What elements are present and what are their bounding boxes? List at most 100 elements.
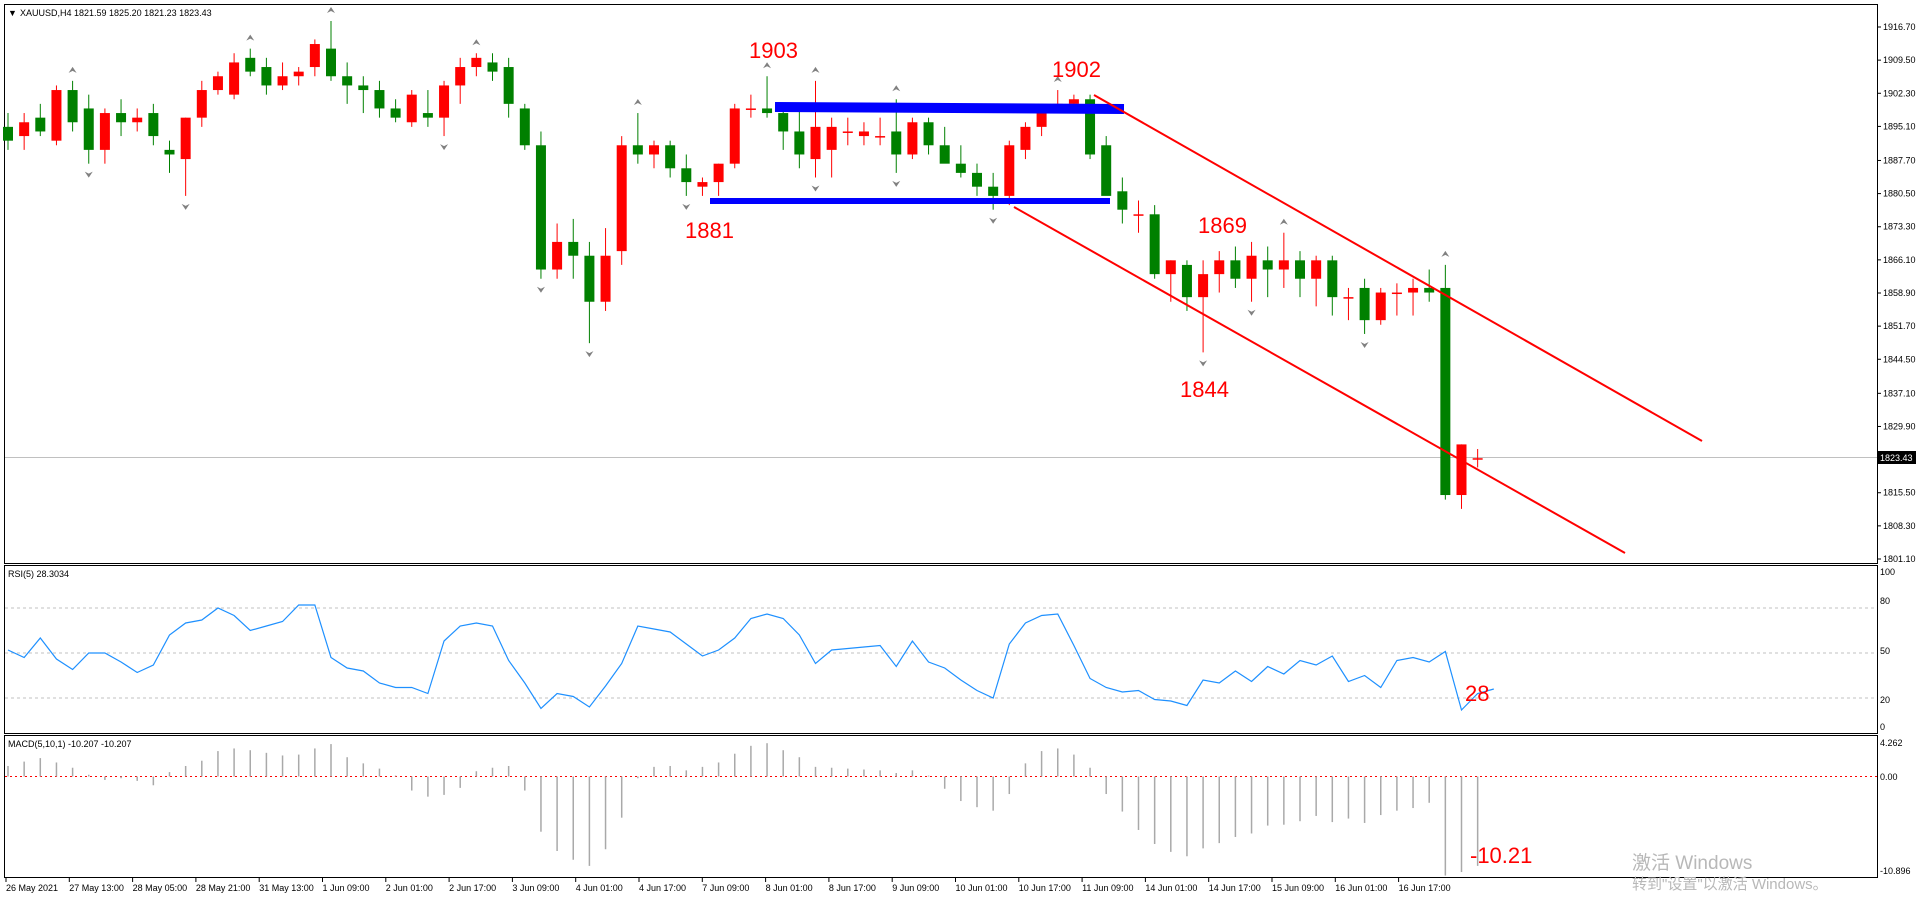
fractal-up-arrow — [327, 7, 335, 14]
macd-axis-bottom: -10.896 — [1880, 866, 1911, 876]
price-tick-label: 1851.70 — [1883, 321, 1916, 331]
fractal-down-arrow — [536, 286, 545, 293]
fractal-down-arrow — [892, 180, 901, 187]
bearish-candle — [794, 131, 805, 155]
bearish-candle — [519, 108, 530, 146]
fractal-down-arrow — [1247, 309, 1256, 316]
bullish-candle — [729, 108, 740, 164]
activation-watermark-subtitle: 转到"设置"以激活 Windows。 — [1632, 876, 1828, 893]
fractal-up-arrow — [811, 66, 820, 73]
bearish-candle — [1440, 287, 1451, 496]
price-tick-label: 1815.50 — [1883, 488, 1916, 498]
bearish-candle — [681, 168, 692, 183]
bullish-candle — [277, 76, 288, 86]
bearish-candle — [535, 145, 546, 270]
fractal-up-arrow — [633, 99, 642, 106]
resistance-zone-line[interactable] — [774, 102, 1125, 114]
macd-histogram — [7, 743, 1479, 876]
time-tick-label: 16 Jun 01:00 — [1335, 883, 1387, 893]
bullish-candle — [649, 145, 659, 155]
channel-upper-line[interactable] — [1093, 94, 1703, 442]
bullish-candle — [1165, 260, 1176, 275]
bullish-candle — [1472, 458, 1483, 460]
bullish-candle — [309, 44, 320, 68]
chevron-down-icon[interactable]: ▼ — [8, 8, 17, 18]
channel-lower-line[interactable] — [1013, 206, 1626, 554]
bullish-candle — [439, 85, 450, 118]
bullish-candle — [1408, 287, 1419, 293]
bullish-candle — [1133, 214, 1144, 216]
bearish-candle — [358, 85, 369, 91]
fractal-down-arrow — [1199, 360, 1208, 367]
bullish-candle — [1020, 126, 1031, 150]
fractal-up-arrow — [892, 85, 901, 92]
bearish-candle — [778, 113, 789, 132]
fractal-down-arrow — [682, 203, 691, 210]
bullish-candle — [1391, 292, 1402, 295]
bearish-candle — [632, 145, 643, 155]
bullish-candle — [745, 108, 756, 110]
price-tick-label: 1880.50 — [1883, 189, 1916, 199]
bullish-candle — [713, 163, 724, 183]
bullish-candle — [1278, 260, 1289, 270]
time-tick-label: 1 Jun 09:00 — [323, 883, 370, 893]
bearish-candle — [245, 57, 256, 72]
price-tick-label: 1837.10 — [1883, 388, 1916, 398]
bearish-candle — [1085, 99, 1096, 155]
bullish-candle — [99, 113, 110, 150]
bearish-candle — [939, 145, 950, 164]
fractal-markers — [68, 7, 1450, 367]
price-tick-label: 1873.30 — [1883, 222, 1916, 232]
bearish-candle — [67, 90, 78, 123]
price-tick-label: 1858.90 — [1883, 288, 1916, 298]
bullish-candle — [1311, 260, 1322, 279]
bullish-candle — [810, 126, 821, 160]
fractal-down-arrow — [1360, 341, 1369, 348]
fractal-up-arrow — [472, 39, 481, 46]
time-tick-label: 4 Jun 01:00 — [576, 883, 623, 893]
main-panel-frame — [4, 4, 1878, 564]
bullish-candle — [875, 136, 886, 138]
time-tick-label: 16 Jun 17:00 — [1399, 883, 1451, 893]
time-tick-label: 10 Jun 01:00 — [956, 883, 1008, 893]
bullish-candle — [1036, 108, 1047, 127]
label-1881: 1881 — [685, 218, 734, 243]
bearish-candle — [374, 90, 385, 109]
time-tick-label: 15 Jun 09:00 — [1272, 883, 1324, 893]
bullish-candle — [697, 182, 708, 187]
fractal-up-arrow — [68, 66, 77, 73]
macd-axis-zero: 0.00 — [1880, 772, 1898, 782]
price-tick-label: 1808.30 — [1883, 521, 1916, 531]
bullish-candle — [1004, 145, 1015, 196]
time-tick-label: 27 May 13:00 — [69, 883, 124, 893]
current-price-tag-bg — [1878, 451, 1916, 464]
price-tick-label: 1844.50 — [1883, 354, 1916, 364]
bearish-candle — [584, 255, 595, 302]
label-1844: 1844 — [1180, 377, 1229, 402]
rsi-axis-0: 0 — [1880, 722, 1885, 732]
rsi-axis-100: 100 — [1880, 567, 1895, 577]
time-axis: 26 May 2021 27 May 13:00 28 May 05:00 28 Ma… — [5, 878, 1451, 893]
bearish-candle — [665, 145, 676, 169]
bullish-candle — [1214, 260, 1225, 275]
time-tick-label: 10 Jun 17:00 — [1019, 883, 1071, 893]
bearish-candle — [35, 117, 46, 132]
time-tick-label: 3 Jun 09:00 — [512, 883, 559, 893]
price-tick-label: 1801.10 — [1883, 554, 1916, 564]
bearish-candle — [1117, 191, 1128, 210]
rsi-panel-frame — [4, 565, 1878, 734]
time-tick-label: 4 Jun 17:00 — [639, 883, 686, 893]
fractal-down-arrow — [84, 171, 93, 178]
price-tick-label: 1887.70 — [1883, 155, 1916, 165]
bullish-candle — [552, 241, 563, 270]
rsi-title: RSI(5) 28.3034 — [8, 569, 69, 579]
price-tick-label: 1829.90 — [1883, 421, 1916, 431]
bullish-candle — [842, 131, 853, 133]
time-tick-label: 26 May 2021 — [6, 883, 58, 893]
time-tick-label: 2 Jun 17:00 — [449, 883, 496, 893]
bearish-candle — [1295, 260, 1305, 279]
price-tick-label: 1909.50 — [1883, 55, 1916, 65]
time-tick-label: 14 Jun 17:00 — [1209, 883, 1261, 893]
price-tick-label: 1866.10 — [1883, 255, 1916, 265]
